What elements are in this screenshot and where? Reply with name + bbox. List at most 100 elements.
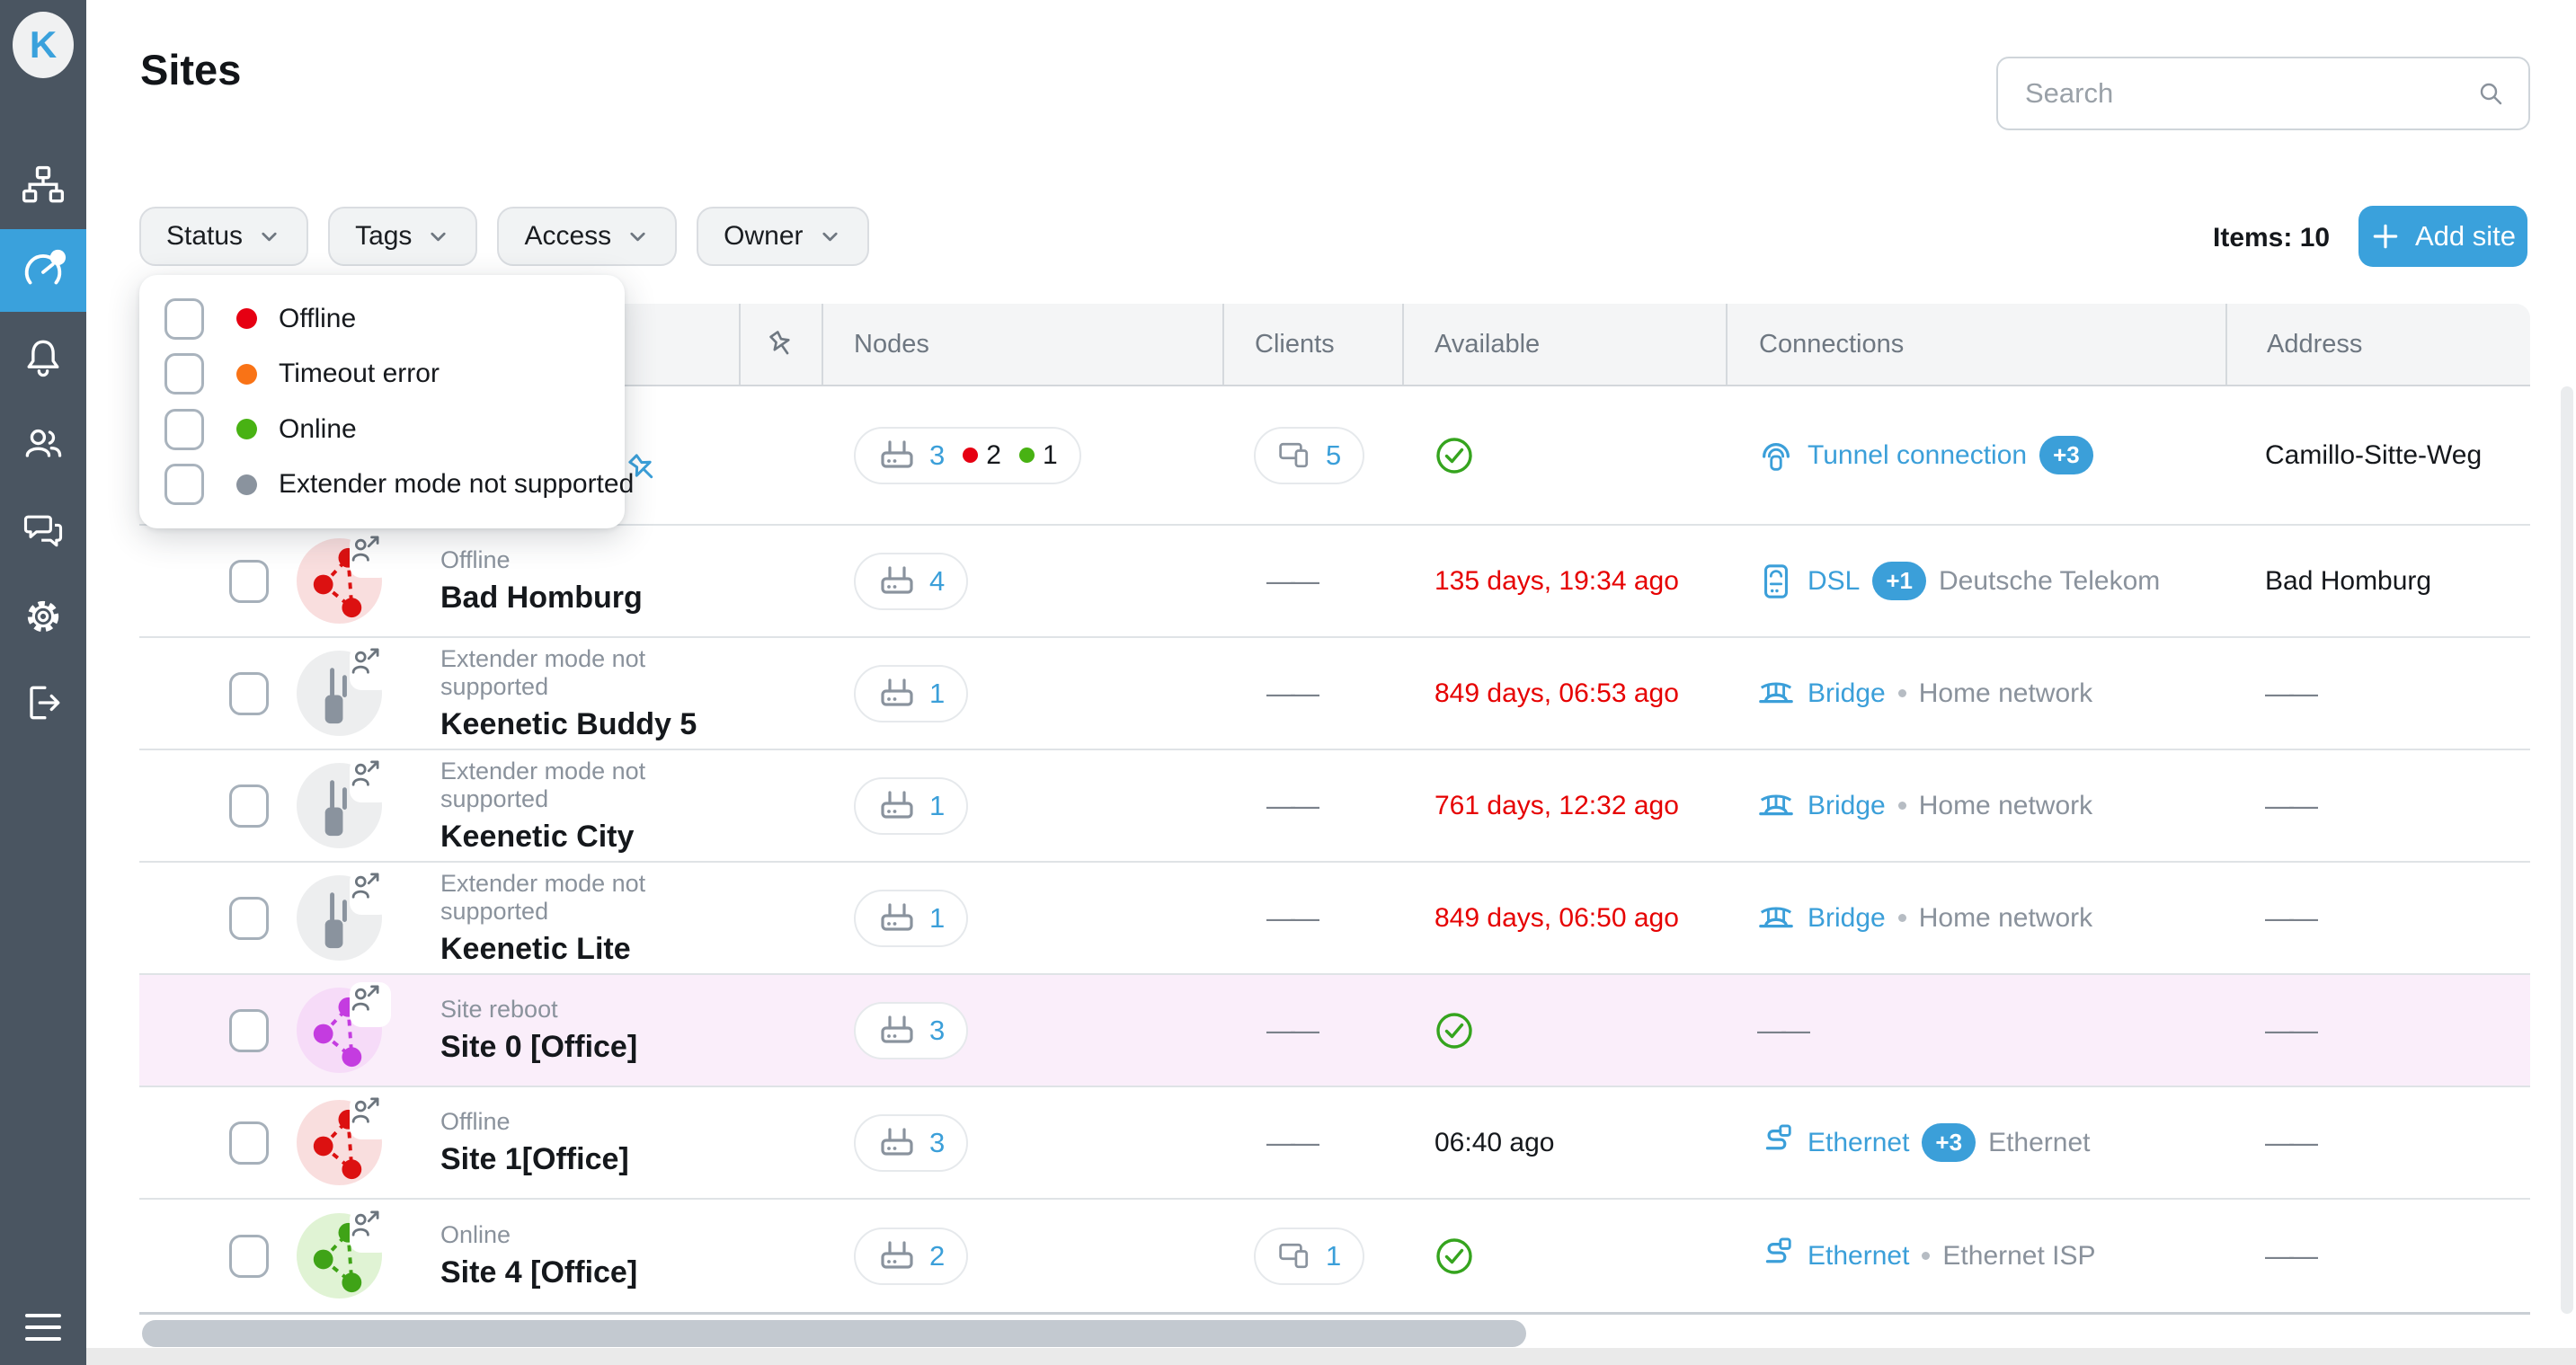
site-name[interactable]: Keenetic Lite: [440, 931, 631, 966]
connection-secondary: Home network: [1918, 790, 2093, 820]
pin-column-header[interactable]: [739, 304, 822, 385]
site-status: Offline: [440, 1108, 511, 1135]
site-avatar: [297, 533, 391, 624]
column-header-address[interactable]: Address: [2225, 304, 2530, 385]
search-icon[interactable]: [2476, 79, 2505, 108]
connection-link[interactable]: Bridge: [1808, 902, 1886, 933]
bell-icon: [20, 334, 67, 381]
option-checkbox[interactable]: [164, 408, 204, 450]
chevron-down-icon: [257, 225, 281, 249]
connection-link[interactable]: Bridge: [1808, 790, 1886, 820]
router-icon: [877, 436, 917, 475]
sidebar-item-logout[interactable]: [0, 661, 86, 744]
empty-dash: ——: [1757, 1014, 1810, 1046]
connection-count-badge[interactable]: +3: [1922, 1123, 1976, 1162]
sidebar-item-users[interactable]: [0, 403, 86, 485]
available-text: 761 days, 12:32 ago: [1435, 790, 1679, 820]
row-checkbox[interactable]: [229, 896, 269, 940]
site-name[interactable]: Site 4 [Office]: [440, 1255, 638, 1290]
address-text: Camillo-Sitte-Weg: [2265, 439, 2483, 470]
row-checkbox[interactable]: [229, 559, 269, 603]
site-name[interactable]: Site 1[Office]: [440, 1142, 629, 1176]
router-icon: [877, 674, 917, 714]
row-checkbox[interactable]: [229, 784, 269, 828]
online-dot: [1018, 448, 1035, 463]
separator-dot: [1897, 914, 1906, 922]
connection-link[interactable]: Ethernet: [1808, 1127, 1910, 1157]
site-status: Extender mode not supported: [440, 869, 646, 925]
row-checkbox[interactable]: [229, 1234, 269, 1278]
devices-icon: [1277, 438, 1313, 474]
empty-dash: ——: [2265, 1014, 2318, 1046]
status-option-online[interactable]: Online: [139, 408, 625, 450]
column-header-available[interactable]: Available: [1402, 304, 1726, 385]
empty-dash: ——: [1266, 789, 1319, 821]
filter-tags-button[interactable]: Tags: [328, 207, 478, 266]
available-text: 135 days, 19:34 ago: [1435, 565, 1679, 596]
connection-link[interactable]: Ethernet: [1808, 1240, 1910, 1271]
search-box: [1996, 57, 2530, 130]
sidebar-item-sites[interactable]: [0, 145, 86, 227]
row-checkbox[interactable]: [229, 1121, 269, 1165]
site-name[interactable]: Keenetic Buddy 5: [440, 706, 697, 741]
sites-tree-icon: [20, 163, 67, 209]
table-row[interactable]: Extender mode not supported Keenetic Budd…: [139, 638, 2530, 750]
dashboard-gauge-icon: [19, 246, 67, 295]
available-check-icon: [1435, 436, 1474, 475]
separator-dot: [1897, 689, 1906, 697]
offline-dot: [963, 448, 979, 463]
column-header-nodes[interactable]: Nodes: [822, 304, 1222, 385]
status-filter-dropdown: Offline Timeout error Online Extender mo…: [139, 275, 634, 528]
router-icon: [877, 786, 917, 826]
bridge-icon: [1757, 900, 1795, 937]
menu-toggle-button[interactable]: [25, 1314, 61, 1341]
horizontal-scrollbar-thumb[interactable]: [142, 1320, 1526, 1347]
tunnel-icon: [1757, 437, 1795, 474]
table-row[interactable]: Extender mode not supported Keenetic Lite…: [139, 863, 2530, 975]
connection-link[interactable]: DSL: [1808, 565, 1861, 596]
status-option-extender-mode[interactable]: Extender mode not supported: [139, 464, 634, 506]
option-checkbox[interactable]: [164, 464, 204, 506]
column-header-connections[interactable]: Connections: [1726, 304, 2225, 385]
option-checkbox[interactable]: [164, 353, 204, 395]
clients-pill: 1: [1254, 1227, 1365, 1285]
sidebar-item-dashboard[interactable]: [0, 229, 86, 312]
vertical-scrollbar-track[interactable]: [2561, 386, 2573, 1314]
filter-access-button[interactable]: Access: [497, 207, 678, 266]
connection: Bridge Home network: [1757, 675, 2092, 713]
site-name[interactable]: Site 0 [Office]: [440, 1030, 638, 1064]
sidebar-item-support-chat[interactable]: [0, 489, 86, 572]
table-row[interactable]: Offline Site 1[Office] 3 —— 06:40 ago Eth…: [139, 1087, 2530, 1200]
status-option-offline[interactable]: Offline: [139, 297, 625, 340]
filter-owner-button[interactable]: Owner: [697, 207, 869, 266]
pin-icon: [766, 329, 796, 359]
connection-secondary: Home network: [1918, 678, 2093, 708]
connection-secondary: Ethernet: [1988, 1127, 2091, 1157]
connection-count-badge[interactable]: +1: [1872, 562, 1927, 600]
row-checkbox[interactable]: [229, 1008, 269, 1052]
connection-link[interactable]: Bridge: [1808, 678, 1886, 708]
site-name[interactable]: Keenetic City: [440, 819, 635, 854]
table-row[interactable]: Site reboot Site 0 [Office] 3 —— —— ——: [139, 975, 2530, 1087]
site-status: Extender mode not supported: [440, 644, 646, 700]
status-option-timeout-error[interactable]: Timeout error: [139, 353, 625, 395]
table-row[interactable]: Offline Bad Homburg 4 —— 135 days, 19:34 …: [139, 526, 2530, 638]
logo-letter: K: [29, 23, 58, 66]
option-checkbox[interactable]: [164, 297, 204, 340]
sidebar-item-notifications[interactable]: [0, 316, 86, 399]
empty-dash: ——: [2265, 677, 2318, 709]
row-checkbox[interactable]: [229, 671, 269, 715]
filter-status-button[interactable]: Status: [139, 207, 309, 266]
column-header-clients[interactable]: Clients: [1222, 304, 1402, 385]
sidebar-item-settings[interactable]: [0, 575, 86, 658]
app-logo[interactable]: K: [13, 12, 74, 78]
table-row[interactable]: Online Site 4 [Office] 2 1 Ethernet Ether…: [139, 1200, 2530, 1312]
nodes-pill: 1: [854, 664, 969, 722]
site-avatar: [297, 982, 391, 1073]
connection-count-badge[interactable]: +3: [2039, 436, 2093, 474]
site-name[interactable]: Bad Homburg: [440, 581, 643, 615]
table-row[interactable]: Extender mode not supported Keenetic City…: [139, 750, 2530, 863]
search-input[interactable]: [1998, 77, 2476, 110]
add-site-button[interactable]: Add site: [2358, 206, 2527, 267]
connection-link[interactable]: Tunnel connection: [1808, 439, 2028, 470]
